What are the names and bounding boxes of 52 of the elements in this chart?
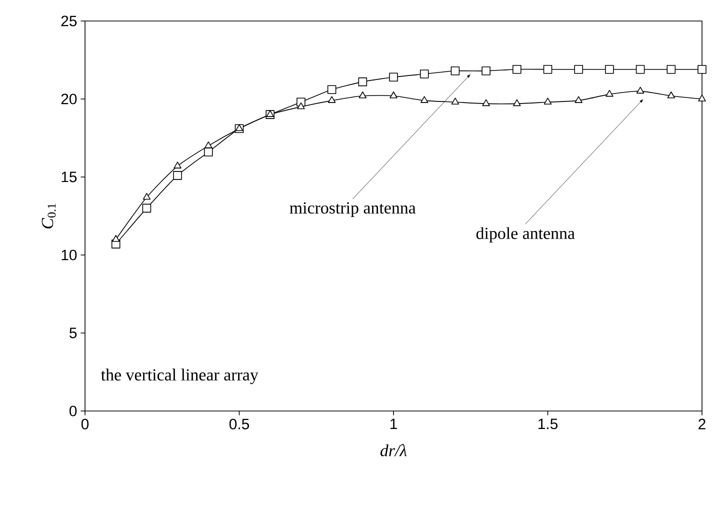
point	[266, 110, 274, 117]
annotation: microstrip antenna	[290, 202, 416, 218]
x-tick-label: 2	[698, 418, 706, 430]
point	[606, 90, 614, 97]
x-tick-label: 0.5	[229, 418, 250, 430]
point	[358, 77, 368, 86]
point	[173, 171, 182, 180]
point	[420, 70, 429, 78]
point	[666, 64, 676, 74]
point	[390, 91, 398, 98]
point	[482, 99, 490, 106]
point	[544, 98, 552, 105]
point	[327, 85, 336, 94]
annotation: the vertical linear array	[101, 368, 258, 384]
point	[698, 64, 706, 74]
point	[420, 96, 428, 103]
x-tick-label: 1	[390, 418, 397, 430]
y-axis-title: C$_{0.1}$	[42, 204, 56, 228]
point	[204, 141, 212, 148]
point	[574, 96, 582, 103]
y-tick-label: 15	[62, 172, 77, 182]
point	[112, 234, 120, 242]
y-tick-label: 25	[61, 16, 77, 26]
x-tick-label: 0	[81, 418, 89, 430]
x-axis-title: dr/λ	[380, 444, 407, 456]
point	[297, 102, 305, 110]
point	[636, 86, 644, 94]
point	[174, 162, 182, 168]
point	[328, 96, 336, 103]
point	[389, 72, 398, 82]
point	[358, 91, 367, 98]
point	[513, 99, 521, 106]
point	[142, 204, 152, 213]
point	[698, 94, 706, 102]
point	[235, 124, 244, 132]
point	[512, 64, 522, 74]
point	[605, 64, 614, 74]
annotation: dipole antenna	[476, 227, 575, 243]
point	[204, 148, 213, 156]
y-tick-label: 5	[70, 328, 77, 338]
y-tick-label: 20	[61, 94, 77, 104]
point	[450, 66, 460, 76]
point	[636, 64, 645, 74]
point	[142, 192, 151, 200]
point	[574, 64, 584, 74]
x-tick-label: 1.5	[538, 418, 558, 430]
y-tick-label: 10	[62, 250, 77, 260]
point	[543, 64, 552, 74]
point	[667, 91, 676, 98]
point	[482, 66, 490, 76]
y-tick-label: 0	[70, 406, 77, 416]
point	[451, 98, 460, 105]
